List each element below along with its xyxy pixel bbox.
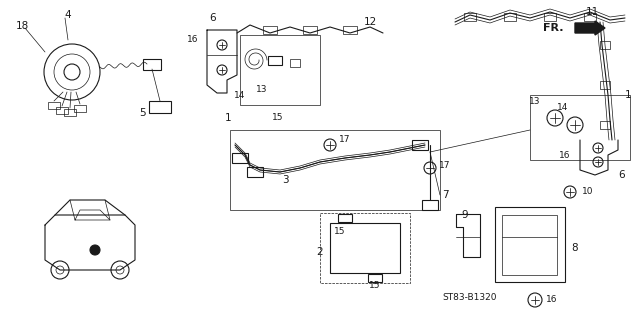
Text: 11: 11 — [585, 7, 599, 17]
Bar — [48, 102, 60, 109]
Text: 13: 13 — [256, 85, 268, 94]
Bar — [64, 109, 76, 116]
Bar — [600, 121, 610, 129]
Text: FR.: FR. — [543, 23, 564, 33]
Text: 16: 16 — [559, 150, 571, 159]
Bar — [544, 13, 556, 21]
Text: 1: 1 — [225, 113, 231, 123]
Text: 4: 4 — [65, 10, 71, 20]
Bar — [240, 35, 320, 105]
Text: 17: 17 — [340, 135, 351, 145]
Bar — [338, 214, 352, 222]
Bar — [330, 223, 400, 273]
Bar — [232, 153, 248, 163]
Bar — [268, 56, 282, 65]
Bar — [56, 107, 68, 114]
Text: 17: 17 — [440, 161, 451, 170]
Text: 5: 5 — [140, 108, 147, 118]
Text: 6: 6 — [210, 13, 217, 23]
Bar — [303, 26, 317, 34]
Bar — [504, 13, 516, 21]
Text: 2: 2 — [317, 247, 324, 257]
Bar — [495, 207, 565, 282]
Text: 15: 15 — [272, 114, 283, 123]
Bar — [290, 59, 300, 67]
Text: 14: 14 — [557, 102, 569, 111]
Text: 15: 15 — [334, 228, 346, 236]
Bar — [502, 215, 557, 275]
Bar — [320, 213, 410, 283]
Text: 12: 12 — [363, 17, 376, 27]
Bar — [530, 95, 630, 160]
Text: 3: 3 — [282, 175, 289, 185]
Text: 8: 8 — [571, 243, 578, 253]
Bar — [230, 130, 440, 210]
Text: 16: 16 — [187, 36, 199, 44]
Text: 6: 6 — [619, 170, 626, 180]
Text: 16: 16 — [547, 295, 558, 305]
Text: 9: 9 — [462, 210, 468, 220]
Bar — [412, 140, 428, 150]
Bar — [343, 26, 357, 34]
Text: 7: 7 — [441, 190, 448, 200]
Bar — [149, 101, 171, 113]
Bar — [600, 81, 610, 89]
Text: 18: 18 — [15, 21, 29, 31]
Bar — [263, 26, 277, 34]
Bar — [422, 200, 438, 210]
Circle shape — [90, 245, 100, 255]
Text: 10: 10 — [582, 188, 594, 196]
Bar — [584, 13, 596, 21]
Text: 13: 13 — [529, 98, 541, 107]
Bar — [143, 59, 161, 70]
FancyArrow shape — [575, 21, 605, 35]
Bar — [247, 167, 263, 177]
Bar — [600, 41, 610, 49]
Text: 1: 1 — [625, 90, 631, 100]
Text: 15: 15 — [369, 281, 381, 290]
Bar — [464, 13, 476, 21]
Bar — [368, 274, 382, 282]
Bar — [74, 105, 86, 112]
Text: ST83-B1320: ST83-B1320 — [443, 293, 497, 302]
Text: 14: 14 — [234, 91, 246, 100]
